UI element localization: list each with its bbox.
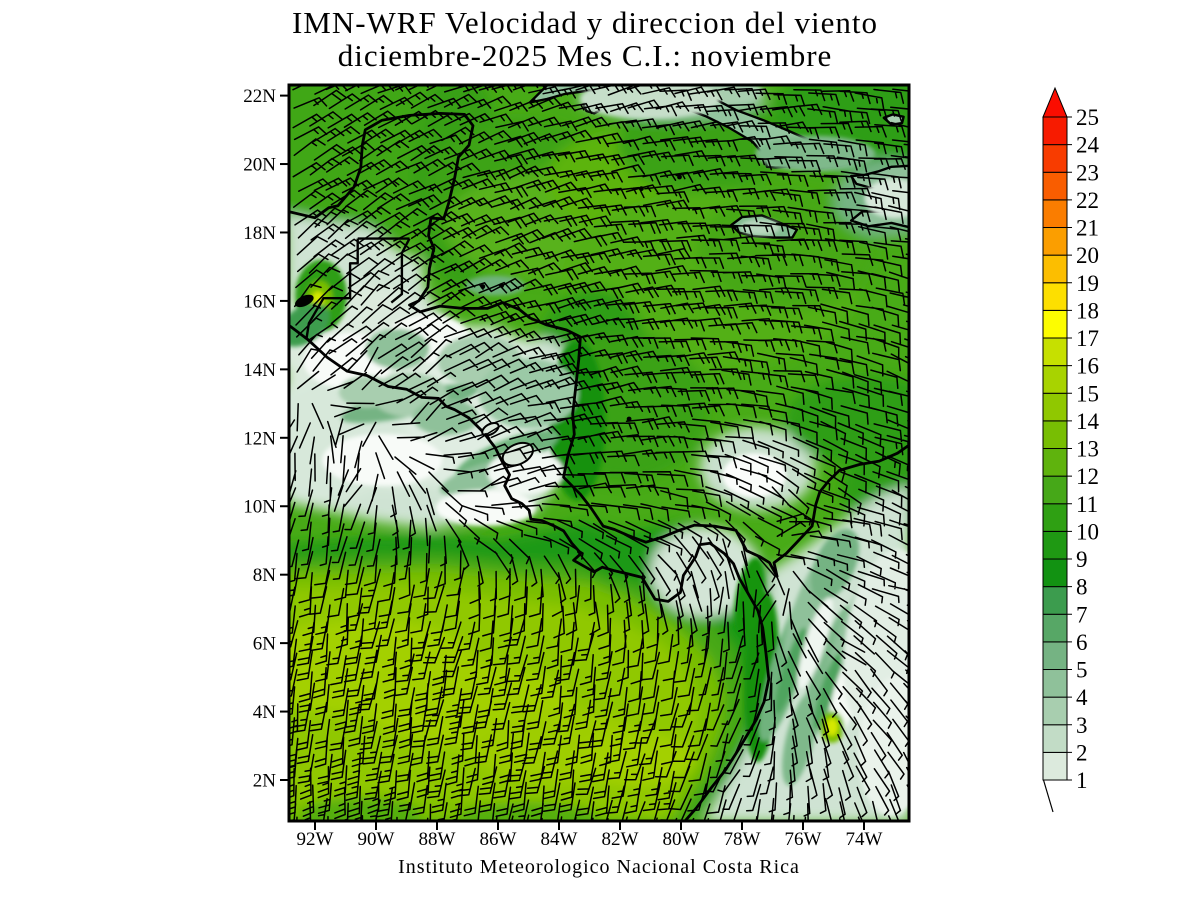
lago-managua <box>481 421 500 437</box>
lat-label-8N: 8N <box>253 565 277 586</box>
lat-label-12N: 12N <box>243 428 276 449</box>
island-great-inagua <box>882 113 905 126</box>
axis-labels: 22N 20N 18N 16N 14N 12N 10N 8N 6N 4N 2N 92W 90W 88W 86… <box>243 86 882 850</box>
lon-label-92W: 92W <box>297 829 334 850</box>
colorbar-overflow-arrow <box>1042 86 1068 118</box>
colorbar-label-10: 10 <box>1076 519 1099 544</box>
lat-label-2N: 2N <box>253 771 277 792</box>
map-area <box>289 85 909 821</box>
colorbar-label-8: 8 <box>1076 575 1088 600</box>
lat-label-10N: 10N <box>243 497 276 518</box>
colorbar-label-6: 6 <box>1076 630 1088 655</box>
colorbar-label-2: 2 <box>1076 740 1088 765</box>
colorbar-segment-8 <box>1042 558 1068 588</box>
colorbar-segment-2 <box>1042 724 1068 753</box>
lat-label-6N: 6N <box>253 634 277 655</box>
reservoir <box>295 294 314 308</box>
colorbar-label-13: 13 <box>1076 437 1099 462</box>
colorbar-segment-11 <box>1042 475 1068 505</box>
colorbar-label-9: 9 <box>1076 547 1088 572</box>
colorbar-label-7: 7 <box>1076 602 1088 627</box>
coastline-caribbean_side <box>289 112 909 578</box>
colorbar-segment-21 <box>1042 199 1068 229</box>
colorbar-label-3: 3 <box>1076 713 1088 738</box>
lat-label-22N: 22N <box>243 86 276 107</box>
figure-title-line2: diciembre-2025 Mes C.I.: noviembre <box>338 38 833 73</box>
colorbar-label-5: 5 <box>1076 658 1088 683</box>
lon-label-78W: 78W <box>724 829 761 850</box>
colorbar-label-22: 22 <box>1076 188 1099 213</box>
colorbar-segment-14 <box>1042 392 1068 422</box>
colorbar-segment-4 <box>1042 669 1068 698</box>
colorbar-segment-9 <box>1042 530 1068 560</box>
colorbar-label-12: 12 <box>1076 464 1099 489</box>
lat-label-20N: 20N <box>243 155 276 176</box>
colorbar-label-25: 25 <box>1076 105 1099 130</box>
colorbar-segment-19 <box>1042 254 1068 284</box>
colorbar-label-11: 11 <box>1076 492 1098 517</box>
colorbar-segment-7 <box>1042 586 1068 615</box>
colorbar-segment-15 <box>1042 365 1068 394</box>
colorbar-label-4: 4 <box>1076 685 1088 710</box>
lon-label-74W: 74W <box>846 829 883 850</box>
lon-label-84W: 84W <box>541 829 578 850</box>
colorbar-segment-17 <box>1042 309 1068 339</box>
colorbar-underflow-tail <box>1042 779 1054 813</box>
colorbar-label-19: 19 <box>1076 271 1099 296</box>
colorbar-label-17: 17 <box>1076 326 1099 351</box>
colorbar-label-21: 21 <box>1076 216 1099 241</box>
colorbar-segment-16 <box>1042 337 1068 367</box>
lon-label-82W: 82W <box>602 829 639 850</box>
colorbar-label-18: 18 <box>1076 298 1099 323</box>
lat-label-16N: 16N <box>243 291 276 312</box>
colorbar-segment-24 <box>1042 116 1068 146</box>
colorbar-label-1: 1 <box>1076 768 1088 793</box>
map-frame <box>287 83 911 823</box>
lago-nicaragua <box>501 441 534 467</box>
colorbar-segment-1 <box>1042 751 1068 781</box>
colorbar-label-23: 23 <box>1076 160 1099 185</box>
lon-label-76W: 76W <box>785 829 822 850</box>
lon-label-86W: 86W <box>480 829 517 850</box>
colorbar-label-24: 24 <box>1076 133 1100 158</box>
colorbar-label-16: 16 <box>1076 354 1099 379</box>
lat-label-18N: 18N <box>243 223 276 244</box>
colorbar-segment-6 <box>1042 613 1068 643</box>
lat-label-14N: 14N <box>243 360 276 381</box>
colorbar-segment-5 <box>1042 641 1068 671</box>
lon-label-90W: 90W <box>358 829 395 850</box>
colorbar-label-15: 15 <box>1076 381 1099 406</box>
colorbar-segment-22 <box>1042 171 1068 201</box>
colorbar-label-20: 20 <box>1076 243 1099 268</box>
colorbar-segment-12 <box>1042 448 1068 477</box>
lon-label-80W: 80W <box>663 829 700 850</box>
wind-barbs <box>289 85 909 821</box>
lon-label-88W: 88W <box>419 829 456 850</box>
colorbar-segment-20 <box>1042 227 1068 256</box>
colorbar-segment-23 <box>1042 144 1068 173</box>
lat-label-4N: 4N <box>253 702 277 723</box>
colorbar-segment-10 <box>1042 503 1068 532</box>
country-border <box>305 238 359 339</box>
figure-title-line1: IMN-WRF Velocidad y direccion del viento <box>292 5 878 40</box>
axis-ticks <box>280 94 865 830</box>
figure-caption: Instituto Meteorologico Nacional Costa R… <box>398 856 800 878</box>
colorbar-label-14: 14 <box>1076 409 1100 434</box>
colorbar-segment-13 <box>1042 420 1068 450</box>
colorbar-segment-18 <box>1042 282 1068 311</box>
colorbar-legend: 1234567891011121314151617181920212223242… <box>1042 86 1100 813</box>
colorbar-segment-3 <box>1042 696 1068 726</box>
